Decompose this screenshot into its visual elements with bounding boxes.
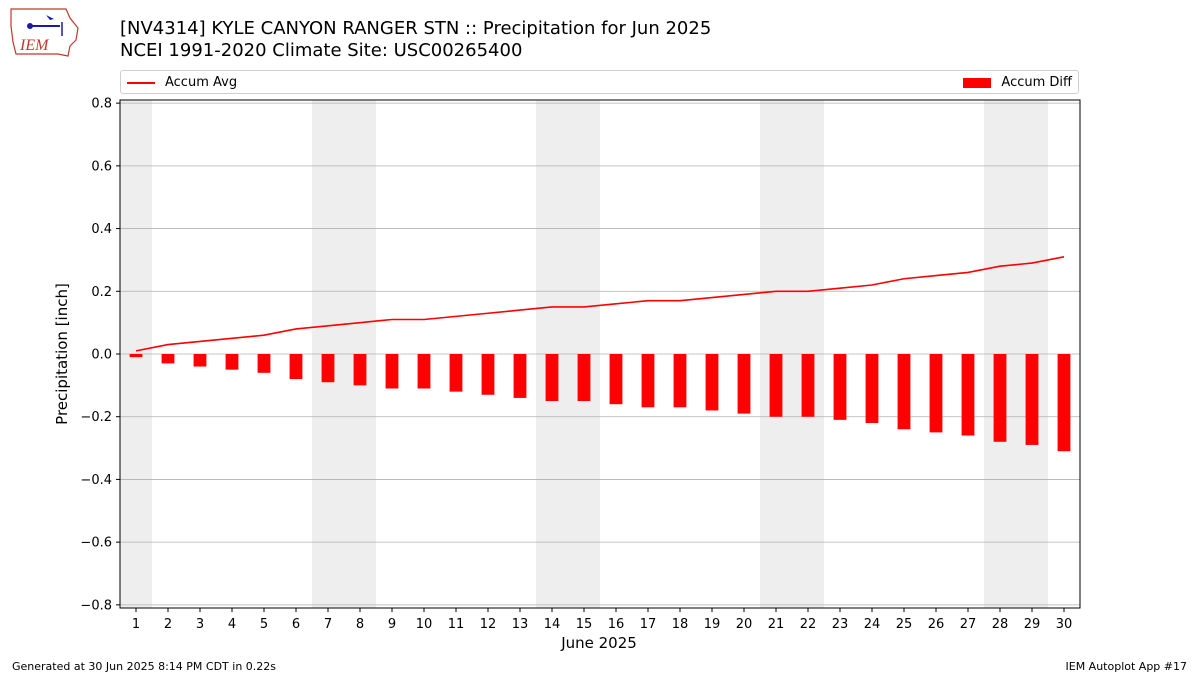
accum-diff-bar xyxy=(545,354,559,402)
x-tick-label: 21 xyxy=(768,617,785,632)
x-tick-label: 24 xyxy=(864,617,881,632)
accum-diff-bar xyxy=(193,354,207,367)
logo-text: IEM xyxy=(19,37,50,54)
x-tick-label: 17 xyxy=(640,617,657,632)
accum-diff-bar xyxy=(1025,354,1039,445)
y-tick-label: −0.4 xyxy=(80,473,112,488)
x-tick-label: 4 xyxy=(228,617,236,632)
legend-item-accum-avg: Accum Avg xyxy=(127,75,237,90)
accum-diff-bar xyxy=(481,354,495,395)
grid-lines xyxy=(120,102,1080,606)
iem-logo: IEM xyxy=(10,8,79,57)
accum-diff-bar xyxy=(993,354,1007,442)
accum-diff-bar xyxy=(673,354,687,408)
x-tick-label: 26 xyxy=(928,617,945,632)
y-tick-label: 0.8 xyxy=(91,97,112,112)
accum-diff-bar xyxy=(641,354,655,408)
generated-timestamp: Generated at 30 Jun 2025 8:14 PM CDT in … xyxy=(12,660,277,673)
y-tick-label: 0.4 xyxy=(91,222,112,237)
y-tick-label: 0.6 xyxy=(91,159,112,174)
logo-state-outline xyxy=(10,8,79,57)
y-tick-label: 0.0 xyxy=(91,348,112,363)
chart-subtitle: NCEI 1991-2020 Climate Site: USC00265400 xyxy=(120,40,523,61)
logo-dot xyxy=(27,23,33,29)
y-tick-label: −0.8 xyxy=(80,598,112,613)
y-tick-label: −0.2 xyxy=(80,410,112,425)
accum-diff-bar xyxy=(417,354,431,389)
x-tick-label: 20 xyxy=(736,617,753,632)
accum-diff-bar xyxy=(801,354,815,417)
x-tick-label: 10 xyxy=(416,617,433,632)
accum-diff-bar xyxy=(385,354,399,389)
accum-avg-line xyxy=(135,256,1065,352)
x-tick-label: 9 xyxy=(388,617,396,632)
app-label: IEM Autoplot App #17 xyxy=(1065,660,1188,673)
legend: Accum Avg Accum Diff xyxy=(120,70,1079,94)
accum-diff-bar xyxy=(353,354,367,386)
legend-label-accum-diff: Accum Diff xyxy=(1001,75,1072,90)
axes: −0.8−0.6−0.4−0.20.00.20.40.60.81 2 3 4 5 6 7 8 9… xyxy=(80,97,1081,632)
x-tick-label: 16 xyxy=(608,617,625,632)
x-tick-label: 25 xyxy=(896,617,913,632)
y-axis-label: Precipitation [inch] xyxy=(53,283,71,425)
x-tick-label: 13 xyxy=(512,617,529,632)
x-tick-label: 29 xyxy=(1024,617,1041,632)
accum-diff-bar xyxy=(961,354,975,436)
x-tick-label: 19 xyxy=(704,617,721,632)
y-tick-label: 0.2 xyxy=(91,285,112,300)
accum-diff-bar xyxy=(929,354,943,433)
x-tick-label: 28 xyxy=(992,617,1009,632)
x-tick-label: 6 xyxy=(292,617,300,632)
legend-label-accum-avg: Accum Avg xyxy=(165,75,238,90)
logo-bird xyxy=(46,15,54,20)
accum-diff-bar xyxy=(833,354,847,420)
x-axis-label: June 2025 xyxy=(561,634,637,652)
accum-diff-bar xyxy=(225,354,239,370)
accum-diff-bars xyxy=(129,354,1071,452)
x-tick-label: 14 xyxy=(544,617,561,632)
x-tick-label: 11 xyxy=(448,617,465,632)
weekend-shading xyxy=(120,100,1048,608)
accum-diff-bar xyxy=(609,354,623,405)
x-tick-label: 3 xyxy=(196,617,204,632)
accum-diff-bar xyxy=(257,354,271,373)
x-tick-label: 1 xyxy=(132,617,140,632)
x-tick-label: 2 xyxy=(164,617,172,632)
accum-diff-bar xyxy=(897,354,911,430)
x-tick-label: 7 xyxy=(324,617,332,632)
x-tick-label: 8 xyxy=(356,617,364,632)
accum-diff-bar xyxy=(769,354,783,417)
accum-diff-bar xyxy=(161,354,175,364)
accum-diff-bar xyxy=(577,354,591,402)
accum-diff-bar xyxy=(737,354,751,414)
legend-bar-swatch xyxy=(963,77,992,88)
x-tick-label: 22 xyxy=(800,617,817,632)
accum-diff-bar xyxy=(1057,354,1071,452)
x-tick-label: 27 xyxy=(960,617,977,632)
legend-item-accum-diff: Accum Diff xyxy=(963,75,1072,90)
accum-diff-bar xyxy=(449,354,463,392)
x-tick-label: 5 xyxy=(260,617,268,632)
chart-title: [NV4314] KYLE CANYON RANGER STN :: Preci… xyxy=(120,18,712,39)
accum-diff-bar xyxy=(321,354,335,383)
accum-diff-bar xyxy=(289,354,303,380)
accum-diff-bar xyxy=(705,354,719,411)
x-tick-label: 18 xyxy=(672,617,689,632)
x-tick-label: 23 xyxy=(832,617,849,632)
y-tick-label: −0.6 xyxy=(80,536,112,551)
x-tick-label: 30 xyxy=(1056,617,1073,632)
accum-diff-bar xyxy=(129,354,143,358)
accum-avg-line-path xyxy=(135,256,1065,352)
x-tick-label: 15 xyxy=(576,617,593,632)
x-tick-label: 12 xyxy=(480,617,497,632)
accum-diff-bar xyxy=(865,354,879,423)
legend-line-swatch xyxy=(127,81,155,84)
accum-diff-bar xyxy=(513,354,527,398)
